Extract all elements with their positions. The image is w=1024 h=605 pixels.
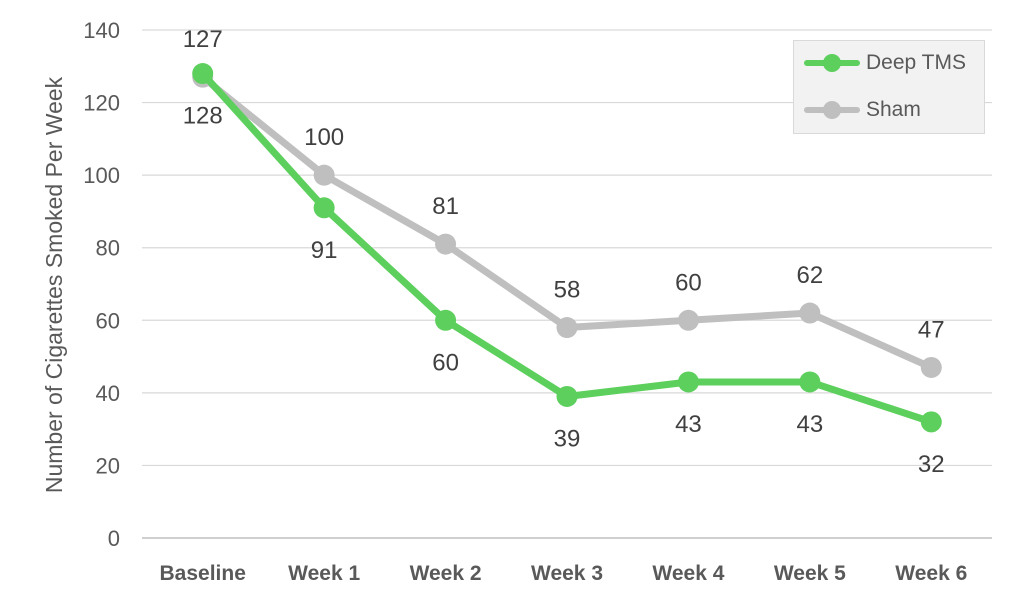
legend-swatch: [804, 54, 860, 72]
data-point: [920, 411, 942, 433]
x-tick-label: Week 3: [531, 562, 603, 585]
y-tick-label: 100: [83, 163, 120, 188]
legend-swatch: [804, 101, 860, 119]
data-point: [677, 309, 699, 331]
data-point: [556, 385, 578, 407]
data-point: [313, 164, 335, 186]
x-tick-label: Week 2: [410, 562, 482, 585]
data-label: 43: [797, 411, 824, 438]
data-label: 39: [554, 425, 581, 452]
data-label: 128: [183, 103, 223, 130]
legend: Deep TMS Sham: [793, 40, 985, 134]
data-label: 32: [918, 451, 945, 478]
data-point: [435, 309, 457, 331]
y-tick-label: 60: [96, 308, 120, 333]
data-point: [677, 371, 699, 393]
data-label: 60: [432, 349, 459, 376]
data-label: 100: [304, 124, 344, 151]
data-point: [556, 317, 578, 339]
y-tick-label: 20: [96, 453, 120, 478]
data-label: 43: [675, 411, 702, 438]
data-point: [192, 63, 214, 85]
data-point: [435, 233, 457, 255]
data-label: 62: [797, 262, 824, 289]
x-tick-label: Week 5: [774, 562, 846, 585]
x-tick-label: Week 1: [288, 562, 360, 585]
x-tick-label: Week 6: [895, 562, 967, 585]
y-tick-label: 0: [108, 526, 120, 551]
data-labels: 128 91 60 39 43 43 32 127 100 81 58 60 62 47: [183, 26, 945, 478]
x-tick-label: Week 4: [652, 562, 724, 585]
data-label: 127: [183, 26, 223, 53]
legend-label-deep-tms: Deep TMS: [866, 51, 966, 74]
x-tick-label: Baseline: [160, 562, 246, 585]
data-point: [313, 197, 335, 219]
y-tick-label: 140: [83, 18, 120, 43]
y-tick-label: 40: [96, 381, 120, 406]
data-label: 60: [675, 269, 702, 296]
series-deep-tms: [192, 63, 942, 433]
x-axis-ticks: Baseline Week 1 Week 2 Week 3 Week 4 Week 5 We…: [160, 562, 968, 585]
y-tick-label: 120: [83, 91, 120, 116]
legend-item-deep-tms: Deep TMS: [804, 48, 966, 78]
y-axis-ticks: 0 20 40 60 80 100 120 140: [83, 18, 120, 551]
series-group: [192, 63, 942, 433]
data-label: 47: [918, 316, 945, 343]
data-label: 58: [554, 277, 581, 304]
data-point: [920, 356, 942, 378]
data-label: 81: [432, 193, 459, 220]
gridlines: [142, 29, 992, 539]
data-point: [799, 302, 821, 324]
data-label: 91: [311, 237, 338, 264]
y-tick-label: 80: [96, 236, 120, 261]
data-point: [799, 371, 821, 393]
y-axis-label: Number of Cigarettes Smoked Per Week: [41, 76, 67, 493]
legend-label-sham: Sham: [866, 98, 921, 121]
legend-item-sham: Sham: [804, 95, 921, 125]
